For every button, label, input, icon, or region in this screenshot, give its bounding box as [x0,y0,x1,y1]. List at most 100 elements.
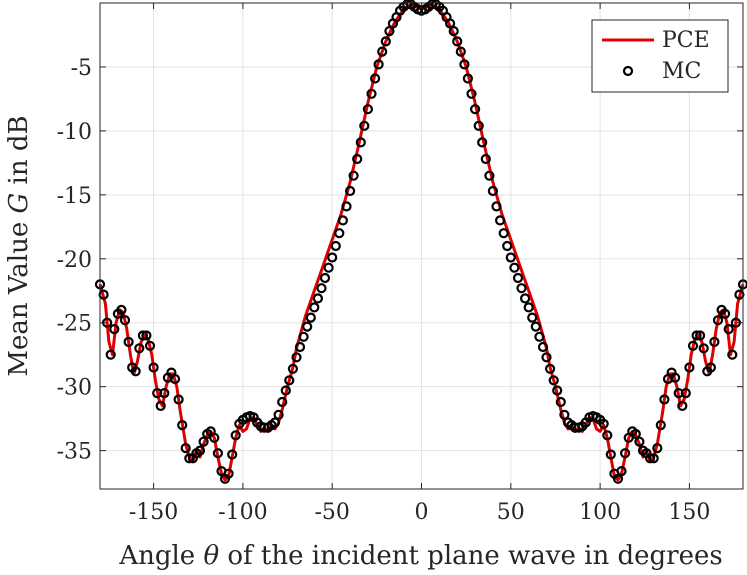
mc-data-point [648,453,659,464]
mc-data-point [548,375,559,386]
x-axis-title-part-2: of the incident plane wave in degrees [219,541,723,571]
mc-data-point [605,449,616,460]
mc-data-point [459,59,470,70]
mc-data-point [294,341,306,353]
mc-data-point [137,330,148,341]
y-tick-label: -20 [57,248,92,273]
mc-data-point [287,363,298,374]
mc-data-point [377,46,388,57]
mc-data-point [470,104,481,115]
mc-data-point [455,46,466,57]
mc-data-point [173,394,184,405]
mc-data-point [616,466,627,477]
mc-data-point [630,428,641,440]
y-axis-title: Mean Value G in dB [4,115,34,376]
mc-data-point [230,430,241,441]
mc-data-point [180,443,191,454]
mc-data-point [155,400,166,411]
mc-data-point [502,240,513,252]
mc-data-point [302,321,313,332]
mc-data-point [712,315,724,326]
mc-data-point [119,315,131,326]
mc-data-point [659,394,670,405]
mc-data-point [373,59,384,70]
mc-data-point [487,185,498,197]
mc-data-point [530,321,541,332]
mc-data-point [462,73,473,84]
mc-data-point [327,252,338,263]
x-tick-label: -100 [218,500,267,525]
mc-data-point [345,185,356,197]
mc-data-point [505,252,516,263]
legend: PCE MC [591,19,729,93]
mc-data-point [269,417,281,428]
x-axis-title: Angle θ of the incident plane wave in de… [118,541,722,571]
x-tick-labels: -150 -100 -50 0 50 100 150 [129,500,711,525]
mc-data-point [273,409,284,420]
mc-data-point [552,385,563,396]
y-tick-label: -15 [57,184,92,209]
mc-data-point [541,352,552,363]
mc-data-point [723,324,734,335]
mc-data-point [130,366,141,377]
mc-data-point [159,388,170,399]
mc-data-point [691,330,702,341]
y-tick-label: -5 [71,56,92,81]
mc-data-point [198,436,209,447]
mc-data-point [452,36,463,47]
mc-data-point [134,343,145,354]
mc-data-point [148,362,159,373]
x-tick-label: 50 [497,500,525,525]
mc-data-point [652,443,663,454]
mc-data-point [709,336,720,347]
mc-data-point [544,363,556,374]
ticks [100,3,743,489]
x-tick-label: 100 [579,500,621,525]
mc-data-point [719,308,731,319]
y-axis-title-part-2: in dB [4,115,34,192]
mc-data-point [177,420,188,431]
mc-data-point [123,336,134,347]
mc-data-point [509,262,520,273]
x-tick-label: -150 [129,500,178,525]
mc-data-point [352,153,363,165]
mc-data-point [284,375,295,386]
mc-data-point [705,362,717,373]
mc-data-point [105,349,116,360]
mc-data-point [291,352,302,363]
mc-data-point [116,304,127,315]
y-tick-label: -25 [57,312,92,337]
mc-data-point [194,445,206,456]
mc-data-point [559,409,570,420]
y-tick-label: -30 [57,376,92,401]
x-axis-title-part-1: Angle [118,541,203,571]
mc-data-point [355,137,366,148]
mc-data-point [537,341,549,353]
mc-data-point [698,343,709,354]
mc-data-point [477,137,488,148]
mc-data-point [555,396,566,408]
mc-data-point [209,432,220,443]
mc-data-point [466,88,477,99]
mc-data-point [484,170,495,181]
mc-data-point [330,240,341,252]
mc-data-point [727,349,738,360]
mc-data-point [109,324,120,335]
mc-data-point [680,388,691,399]
mc-data-point [359,120,370,131]
mc-data-point [144,340,156,351]
mc-data-point [516,283,527,294]
mc-data-point [319,272,331,284]
mc-data-point [370,73,381,84]
mc-data-point [366,88,377,99]
x-tick-label: 150 [668,500,710,525]
mc-data-point [323,262,334,273]
mc-data-point [334,228,345,239]
mc-data-point [169,373,181,385]
y-axis-title-part-1: Mean Value [4,214,34,377]
mc-data-point [512,272,524,284]
legend-box [591,19,729,93]
legend-pce-label: PCE [662,28,710,53]
mc-data-point [298,331,309,342]
